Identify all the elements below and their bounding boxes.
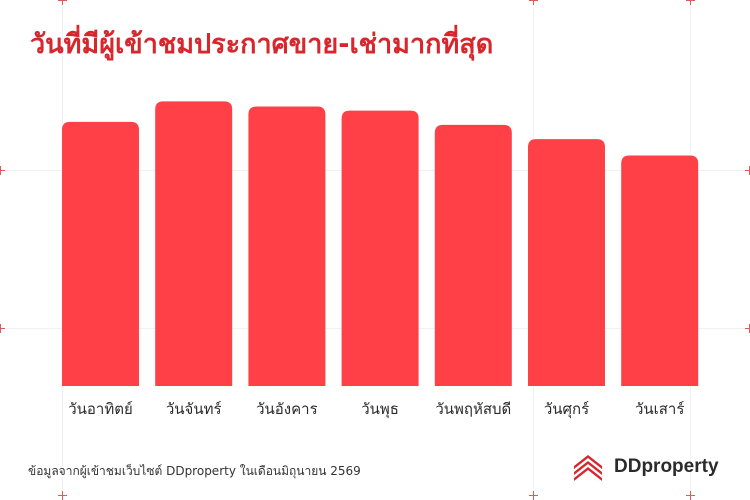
source-footnote: ข้อมูลจากผู้เข้าชมเว็บไซต์ DDproperty ใน… [28, 464, 361, 478]
crosshair-marker [686, 0, 695, 5]
x-tick-label: วันเสาร์ [635, 400, 684, 418]
bar [434, 124, 512, 386]
x-tick-label: วันพุธ [361, 400, 399, 419]
crosshair-marker [0, 324, 5, 333]
x-tick-label: วันอาทิตย์ [68, 400, 133, 418]
crosshair-marker [58, 491, 67, 500]
crosshair-marker [529, 491, 538, 500]
bar [155, 101, 233, 387]
x-tick-label: วันอังคาร [256, 400, 318, 418]
x-tick-label: วันจันทร์ [166, 400, 222, 418]
chart-title: วันที่มีผู้เข้าชมประกาศขาย-เช่ามากที่สุด [30, 29, 494, 60]
x-tick-label: วันศุกร์ [544, 400, 589, 419]
x-tick-label: วันพฤหัสบดี [435, 400, 511, 418]
brand-name: DDproperty [614, 456, 719, 477]
crosshair-marker [686, 491, 695, 500]
bar [621, 155, 699, 386]
crosshair-marker [58, 0, 67, 5]
crosshair-marker [529, 0, 538, 5]
crosshair-marker [0, 166, 5, 175]
bar [528, 139, 605, 386]
brand-logo-group[interactable]: DDproperty [570, 452, 719, 482]
bar-chart: วันอาทิตย์ วันจันทร์ วันอังคาร วันพุธ วันพฤห… [62, 101, 699, 419]
bar [62, 121, 139, 386]
bar [341, 110, 419, 386]
bar [248, 106, 326, 387]
ddproperty-logo-icon [574, 455, 602, 481]
